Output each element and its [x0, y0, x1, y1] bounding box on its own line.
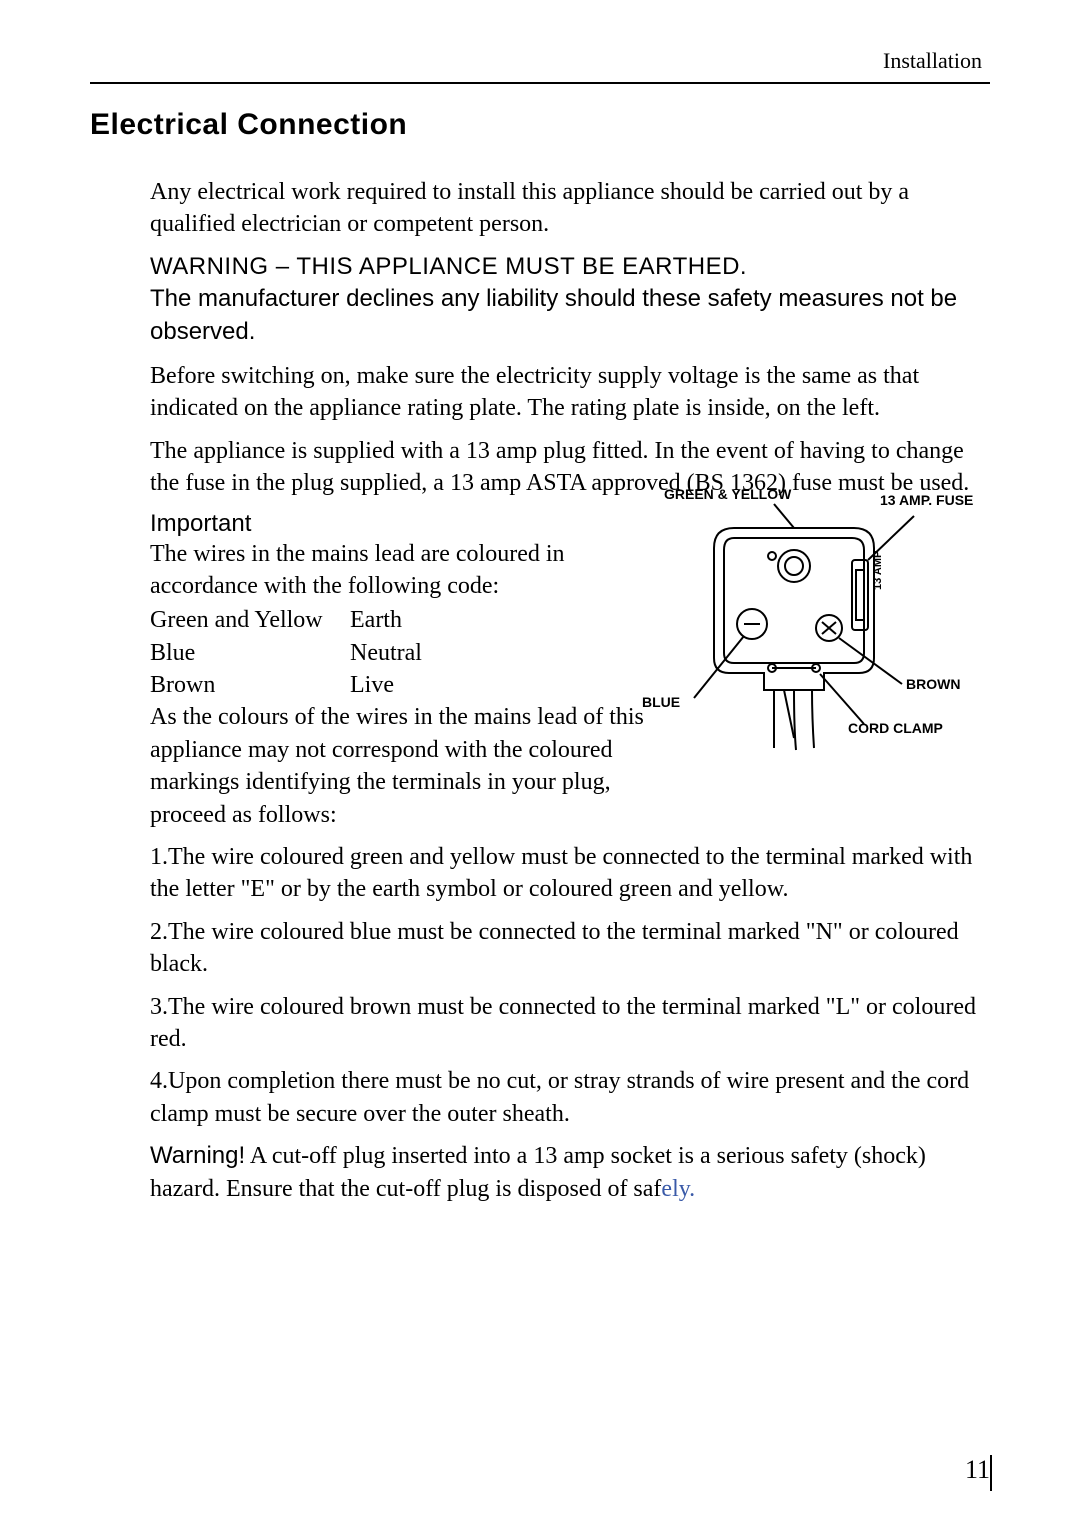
diagram-label-fuse-side: 13 AMP: [872, 551, 884, 590]
warning-label: Warning!: [150, 1142, 245, 1169]
voltage-paragraph: Before switching on, make sure the elect…: [150, 360, 990, 425]
fuse-paragraph: The appliance is supplied with a 13 amp …: [150, 435, 990, 500]
wires-intro: The wires in the mains lead are coloured…: [150, 538, 670, 603]
page-header-section: Installation: [90, 48, 990, 74]
diagram-label-fuse: 13 AMP. FUSE: [880, 492, 973, 508]
section-title: Electrical Connection: [90, 108, 990, 142]
final-warning: Warning! A cut-off plug inserted into a …: [150, 1140, 990, 1205]
plug-wiring-diagram: GREEN & YELLOW 13 AMP. FUSE 13 AMP BROWN…: [624, 498, 984, 758]
wire-colour: Brown: [150, 669, 350, 701]
diagram-label-brown: BROWN: [906, 676, 960, 692]
diagram-label-blue: BLUE: [642, 694, 680, 710]
warning-text-b: ely.: [661, 1176, 695, 1202]
step-3: 3.The wire coloured brown must be connec…: [150, 991, 990, 1056]
wire-row: Brown Live: [150, 669, 670, 701]
earthing-warning: WARNING – THIS APPLIANCE MUST BE EARTHED…: [150, 251, 990, 348]
wire-meaning: Earth: [350, 604, 402, 636]
wire-meaning: Live: [350, 669, 394, 701]
step-4: 4.Upon completion there must be no cut, …: [150, 1065, 990, 1130]
page-number-rule: [990, 1455, 992, 1491]
wire-row: Green and Yellow Earth: [150, 604, 670, 636]
wire-row: Blue Neutral: [150, 637, 670, 669]
wires-followup: As the colours of the wires in the mains…: [150, 701, 670, 831]
wire-colour: Green and Yellow: [150, 604, 350, 636]
step-2: 2.The wire coloured blue must be connect…: [150, 916, 990, 981]
header-rule: [90, 82, 990, 84]
step-1: 1.The wire coloured green and yellow mus…: [150, 841, 990, 906]
warning-line-2: The manufacturer declines any liability …: [150, 283, 990, 348]
warning-text-a: A cut-off plug inserted into a 13 amp so…: [150, 1143, 926, 1201]
wire-colour: Blue: [150, 637, 350, 669]
wire-colour-table: Green and Yellow Earth Blue Neutral Brow…: [150, 604, 670, 701]
diagram-label-green-yellow: GREEN & YELLOW: [664, 486, 791, 502]
plug-diagram-svg: [624, 498, 984, 758]
intro-paragraph: Any electrical work required to install …: [150, 176, 990, 241]
wire-meaning: Neutral: [350, 637, 422, 669]
page-number: 11: [965, 1455, 990, 1485]
diagram-label-cord-clamp: CORD CLAMP: [848, 720, 943, 736]
warning-line-1: WARNING – THIS APPLIANCE MUST BE EARTHED…: [150, 251, 990, 283]
